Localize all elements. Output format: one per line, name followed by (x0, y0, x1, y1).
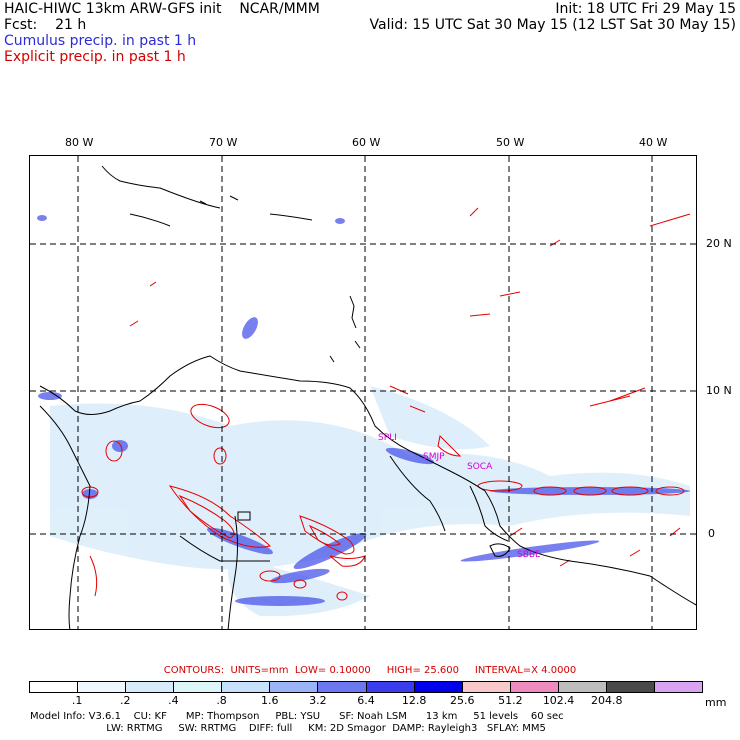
coastlines (39, 165, 696, 629)
color-bar-cell (655, 682, 703, 692)
lon-label-80w: 80 W (65, 136, 94, 149)
color-bar-cell (78, 682, 127, 692)
org-label: NCAR/MMM (239, 1, 320, 17)
cumulus-label: Cumulus precip. in past 1 h (4, 33, 197, 49)
color-bar-unit: mm (705, 696, 727, 709)
color-bar-tick-label: 102.4 (542, 694, 575, 707)
color-bar-cell (30, 682, 79, 692)
cumulus-precip (37, 215, 690, 606)
station-spli: SPLI (378, 433, 397, 443)
color-bar-tick-label: 25.6 (450, 694, 475, 707)
precip-map: SPLI SMJP SOCA SBBE (29, 155, 697, 630)
header-right: Init: 18 UTC Fri 29 May 15 Valid: 15 UTC… (370, 1, 736, 33)
model-info: Model Info: V3.6.1 CU: KF MP: Thompson P… (30, 711, 740, 735)
graticule (30, 156, 696, 629)
lat-label-20n: 20 N (706, 237, 732, 250)
color-bar-cell (558, 682, 607, 692)
station-smjp: SMJP (423, 452, 445, 462)
color-bar-cell (126, 682, 175, 692)
map-canvas: SPLI SMJP SOCA SBBE (30, 156, 696, 629)
fcst-label: Fcst: (4, 17, 38, 33)
station-soca: SOCA (467, 462, 493, 472)
color-bar (29, 681, 703, 693)
lon-label-70w: 70 W (209, 136, 238, 149)
contour-label: CONTOURS: (163, 665, 225, 676)
title: HAIC-HIWC 13km ARW-GFS init (4, 1, 222, 17)
color-bar-tick-label: .2 (120, 694, 131, 707)
color-bar-cell (318, 682, 367, 692)
color-bar-tick-label: 12.8 (401, 694, 427, 707)
color-bar-cell (606, 682, 656, 692)
contour-high: HIGH= 25.600 (386, 665, 459, 676)
contour-low: LOW= 0.10000 (294, 665, 371, 676)
header-left: HAIC-HIWC 13km ARW-GFS init NCAR/MMM Fcs… (4, 1, 320, 65)
lat-label-10n: 10 N (706, 384, 732, 397)
light-precip-shading (50, 386, 690, 617)
color-bar-tick-label: 204.8 (590, 694, 623, 707)
color-bar-tick-label: 6.4 (357, 694, 375, 707)
lon-label-50w: 50 W (496, 136, 525, 149)
domain-marker (237, 511, 251, 521)
color-bar-tick-label: 3.2 (309, 694, 327, 707)
color-bar-cell (414, 682, 463, 692)
model-info-line1: Model Info: V3.6.1 CU: KF MP: Thompson P… (30, 711, 564, 722)
explicit-precip-contours (81, 207, 691, 601)
color-bar-tick-label: .1 (71, 694, 83, 707)
color-bar-tick-label: 51.2 (498, 694, 523, 707)
color-bar-ticks: .1 .2 .4 .8 1.6 3.2 6.4 12.8 25.6 51.2 102.4 204.8 (29, 694, 703, 708)
contour-units: UNITS=mm (230, 665, 289, 676)
color-bar-cell (366, 682, 415, 692)
station-labels: SPLI SMJP SOCA SBBE (378, 433, 541, 560)
lat-label-equator: 0 (708, 527, 715, 540)
color-bar-tick-label: .4 (168, 694, 179, 707)
color-bar-cell (462, 682, 511, 692)
color-bar-tick-label: .8 (216, 694, 227, 707)
explicit-label: Explicit precip. in past 1 h (4, 49, 186, 65)
valid-time: Valid: 15 UTC Sat 30 May 15 (12 LST Sat … (369, 17, 736, 33)
color-bar-cell (270, 682, 319, 692)
model-info-line2: LW: RRTMG SW: RRTMG DIFF: full KM: 2D Sm… (30, 723, 546, 734)
lon-label-60w: 60 W (352, 136, 381, 149)
contour-interval: INTERVAL=X 4.0000 (474, 665, 577, 676)
color-bar-cell (222, 682, 271, 692)
init-time: Init: 18 UTC Fri 29 May 15 (555, 1, 736, 17)
color-bar-cell (174, 682, 223, 692)
contour-info: CONTOURS: UNITS=mm LOW= 0.10000 HIGH= 25… (0, 665, 740, 676)
color-bar-cell (510, 682, 559, 692)
lon-label-40w: 40 W (639, 136, 668, 149)
color-bar-tick-label: 1.6 (260, 694, 279, 707)
station-sbbe: SBBE (517, 550, 541, 560)
fcst-value: 21 h (55, 17, 87, 33)
